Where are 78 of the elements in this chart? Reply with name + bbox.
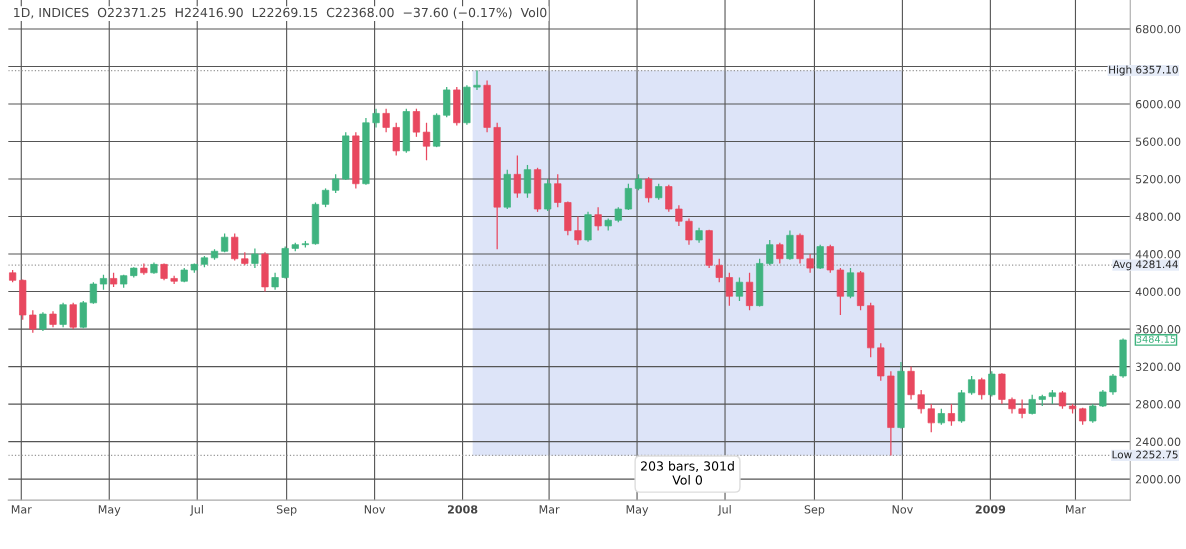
- candlestick: [927, 403, 935, 433]
- x-tick-label: Mar: [1066, 505, 1086, 514]
- candlestick: [89, 281, 97, 305]
- candlestick: [645, 176, 653, 204]
- y-tick-label: 4800.00: [1135, 212, 1181, 221]
- ref-line-label: High 6357.10: [1109, 65, 1178, 76]
- x-tick-label: May: [98, 505, 121, 516]
- candlestick: [947, 403, 956, 427]
- y-tick-label: 6800.00: [1135, 24, 1181, 34]
- x-tick-label: 2008: [447, 505, 478, 514]
- candlestick: [715, 258, 723, 283]
- candlestick: [675, 204, 683, 227]
- candlestick: [574, 215, 582, 246]
- candlestick: [473, 69, 481, 91]
- candlestick: [786, 229, 794, 261]
- candlestick: [806, 253, 814, 274]
- y-tick-label: 2400.00: [1135, 437, 1181, 446]
- y-tick-label: 4400.00: [1135, 250, 1181, 259]
- candlestick: [907, 365, 915, 401]
- candlestick: [735, 276, 744, 302]
- candlestick: [826, 244, 834, 274]
- candlestick: [321, 187, 330, 208]
- y-tick-label: 2800.00: [1135, 400, 1181, 409]
- candlestick: [725, 272, 733, 307]
- candlestick: [1089, 403, 1097, 424]
- x-tick-label: Mar: [11, 505, 32, 514]
- candlestick: [372, 108, 380, 129]
- x-tick-label: 2009: [975, 505, 1006, 514]
- x-tick-label: Nov: [364, 505, 386, 514]
- candlestick: [39, 311, 47, 332]
- candlestick: [1018, 398, 1026, 419]
- candlestick: [1109, 373, 1117, 396]
- candlestick: [917, 389, 925, 415]
- y-tick-label: 3600.00: [1135, 325, 1181, 334]
- candlestick: [846, 267, 855, 299]
- candlestick: [412, 108, 421, 138]
- x-tick-label: Jul: [717, 505, 731, 516]
- candlestick: [523, 164, 532, 199]
- ref-line-label: Low 2252.75: [1112, 450, 1178, 459]
- candlestick: [554, 173, 562, 208]
- candlestick: [816, 244, 824, 270]
- candlestick: [978, 377, 986, 401]
- candlestick: [624, 183, 632, 211]
- candlestick: [29, 309, 37, 334]
- candlestick: [665, 184, 673, 213]
- candlestick: [422, 122, 431, 161]
- x-tick-label: Sep: [804, 505, 825, 516]
- candlestick: [776, 242, 784, 265]
- band-label: 203 bars, 301d Vol 0: [641, 461, 734, 485]
- x-tick-label: Jul: [189, 505, 203, 516]
- text: 1D, INDICES O22371.25 H22416.90 L22269.15 C22368.00 −37.60 (−0.17%) Vol0: [14, 7, 547, 19]
- annotation: 3484.15: [1136, 335, 1176, 343]
- candlestick: [332, 173, 340, 194]
- candlestick: [231, 232, 239, 262]
- x-tick-label: Mar: [539, 505, 560, 514]
- y-tick-label: 5200.00: [1135, 175, 1181, 184]
- candlestick: [988, 370, 996, 398]
- y-tick-label: 2000.00: [1135, 475, 1181, 484]
- x-tick-label: May: [626, 505, 649, 516]
- candlestick: [796, 232, 804, 265]
- candlestick: [513, 154, 521, 199]
- x-tick-label: Sep: [276, 505, 297, 516]
- y-tick-label: 5600.00: [1135, 137, 1181, 146]
- y-tick-label: 4000.00: [1135, 287, 1181, 296]
- ref-line-label: Avg 4281.44: [1112, 260, 1178, 271]
- candlestick: [685, 217, 693, 246]
- candlestick: [69, 302, 77, 330]
- candlestick: [392, 122, 400, 157]
- x-tick-label: Nov: [892, 505, 913, 514]
- candlestick: [251, 247, 259, 269]
- candlestick: [382, 108, 390, 133]
- candlestick: [745, 272, 754, 311]
- y-tick-label: 3200.00: [1135, 362, 1181, 371]
- candlestick: [766, 239, 774, 266]
- candlestick: [59, 302, 67, 328]
- y-tick-label: 6000.00: [1135, 99, 1181, 109]
- candlestick: [968, 375, 976, 396]
- candlestick: [594, 206, 602, 232]
